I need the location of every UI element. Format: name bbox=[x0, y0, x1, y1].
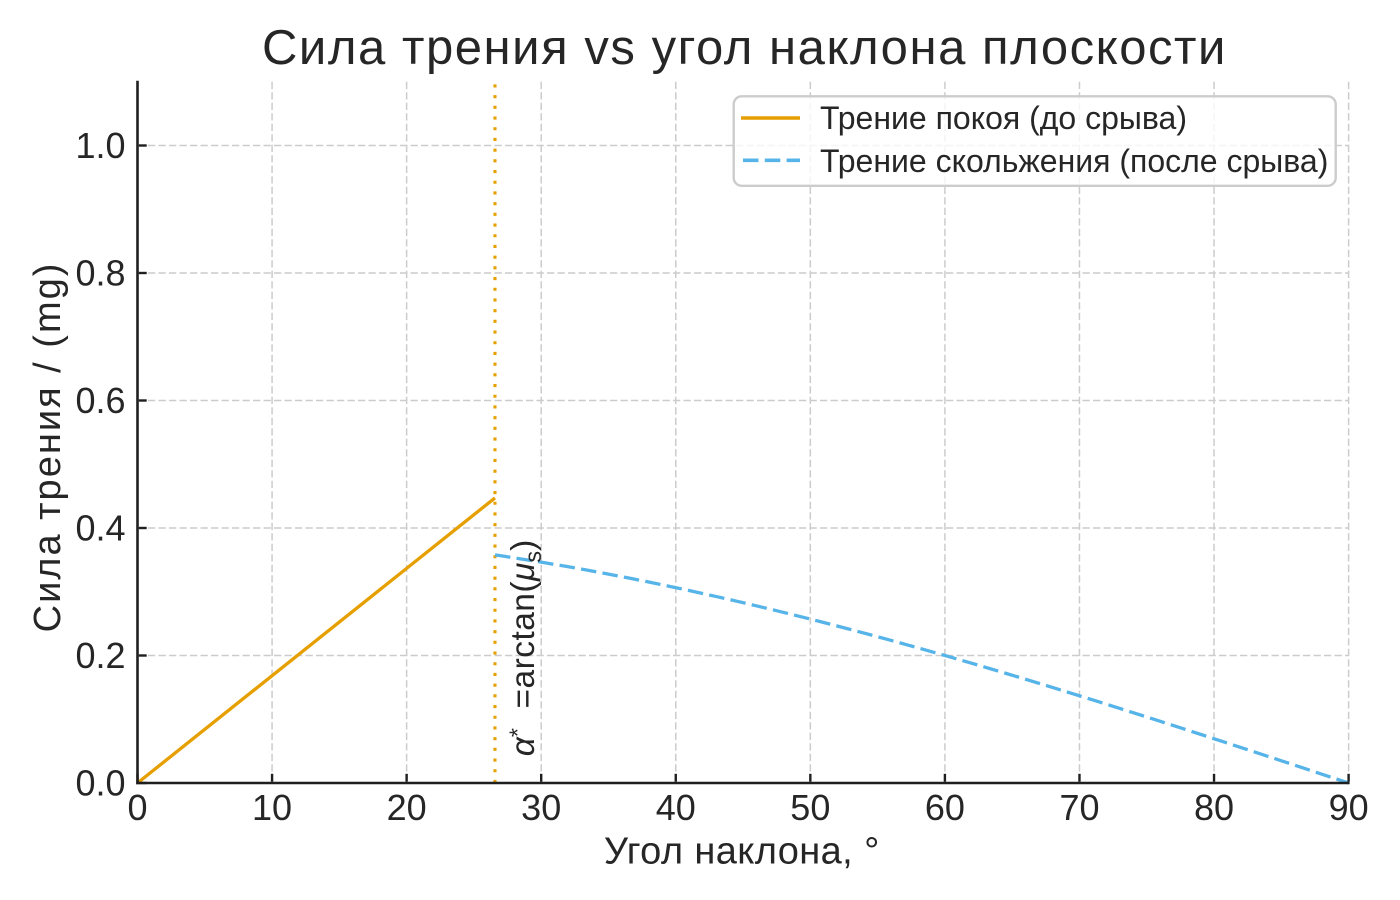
svg-text:Трение скольжения (после срыва: Трение скольжения (после срыва) bbox=[820, 143, 1328, 179]
svg-text:70: 70 bbox=[1059, 787, 1099, 828]
svg-text:0.6: 0.6 bbox=[75, 380, 125, 421]
svg-text:20: 20 bbox=[387, 787, 427, 828]
svg-text:0.4: 0.4 bbox=[75, 507, 125, 548]
svg-text:1.0: 1.0 bbox=[75, 125, 125, 166]
svg-text:0.8: 0.8 bbox=[75, 252, 125, 293]
svg-text:10: 10 bbox=[252, 787, 292, 828]
svg-text:0.0: 0.0 bbox=[75, 762, 125, 803]
svg-text:Сила трения vs угол наклона пл: Сила трения vs угол наклона плоскости bbox=[262, 21, 1227, 75]
svg-text:90: 90 bbox=[1329, 787, 1369, 828]
svg-text:α* =arctan(μs): α* =arctan(μs) bbox=[505, 540, 547, 756]
svg-text:0: 0 bbox=[127, 787, 147, 828]
svg-text:Сила трения / (mg): Сила трения / (mg) bbox=[27, 262, 69, 633]
svg-text:Трение покоя (до срыва): Трение покоя (до срыва) bbox=[820, 100, 1187, 136]
svg-text:50: 50 bbox=[790, 787, 830, 828]
svg-text:80: 80 bbox=[1194, 787, 1234, 828]
svg-text:Угол наклона, °: Угол наклона, ° bbox=[604, 831, 880, 873]
svg-text:60: 60 bbox=[925, 787, 965, 828]
svg-text:40: 40 bbox=[656, 787, 696, 828]
svg-text:0.2: 0.2 bbox=[75, 635, 125, 676]
svg-text:30: 30 bbox=[521, 787, 561, 828]
